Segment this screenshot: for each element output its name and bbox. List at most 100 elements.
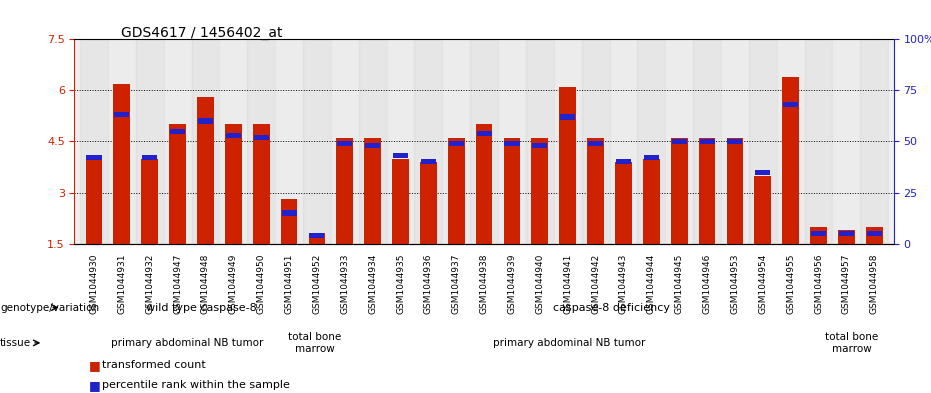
Text: ■: ■ bbox=[88, 378, 101, 392]
Bar bbox=[393, 153, 408, 158]
Bar bbox=[755, 169, 770, 174]
Bar bbox=[280, 199, 297, 244]
Bar bbox=[170, 129, 185, 134]
Bar bbox=[643, 158, 660, 244]
Bar bbox=[337, 141, 352, 146]
Bar bbox=[448, 138, 465, 244]
Bar bbox=[644, 155, 659, 160]
Bar bbox=[253, 125, 270, 244]
Bar bbox=[498, 39, 526, 244]
Bar bbox=[783, 102, 798, 107]
Text: primary abdominal NB tumor: primary abdominal NB tumor bbox=[492, 338, 645, 348]
Bar bbox=[560, 87, 576, 244]
Text: primary abdominal NB tumor: primary abdominal NB tumor bbox=[112, 338, 263, 348]
Text: caspase-8 deficiency: caspase-8 deficiency bbox=[553, 303, 669, 312]
Bar bbox=[225, 125, 242, 244]
Bar bbox=[866, 227, 883, 244]
Text: percentile rank within the sample: percentile rank within the sample bbox=[102, 380, 290, 390]
Text: GDS4617 / 1456402_at: GDS4617 / 1456402_at bbox=[121, 26, 282, 40]
Bar bbox=[776, 39, 804, 244]
Bar bbox=[364, 138, 381, 244]
Bar bbox=[420, 162, 437, 244]
Bar bbox=[303, 39, 331, 244]
Bar bbox=[782, 77, 799, 244]
Bar bbox=[610, 39, 638, 244]
Bar bbox=[414, 39, 442, 244]
Bar bbox=[442, 39, 470, 244]
Bar bbox=[726, 138, 743, 244]
Bar bbox=[638, 39, 666, 244]
Bar bbox=[526, 39, 554, 244]
Bar bbox=[504, 138, 520, 244]
Bar bbox=[582, 39, 610, 244]
Bar bbox=[671, 138, 688, 244]
Bar bbox=[699, 139, 715, 144]
Bar bbox=[392, 158, 409, 244]
Text: wild type caspase-8: wild type caspase-8 bbox=[146, 303, 257, 312]
Bar bbox=[533, 143, 547, 148]
Text: transformed count: transformed count bbox=[102, 360, 206, 371]
Bar bbox=[226, 133, 241, 138]
Bar bbox=[309, 233, 324, 238]
Bar bbox=[358, 39, 386, 244]
Bar bbox=[671, 139, 687, 144]
Bar bbox=[87, 155, 101, 160]
Bar bbox=[749, 39, 776, 244]
Bar bbox=[114, 84, 130, 244]
Bar bbox=[336, 138, 353, 244]
Bar bbox=[331, 39, 358, 244]
Bar bbox=[136, 39, 164, 244]
Bar bbox=[754, 176, 771, 244]
Bar bbox=[588, 141, 603, 146]
Bar bbox=[164, 39, 192, 244]
Bar bbox=[587, 138, 604, 244]
Bar bbox=[832, 39, 860, 244]
Bar bbox=[811, 231, 826, 236]
Bar bbox=[281, 210, 297, 215]
Bar bbox=[386, 39, 414, 244]
Bar bbox=[804, 39, 832, 244]
Bar bbox=[248, 39, 276, 244]
Text: genotype/variation: genotype/variation bbox=[0, 303, 99, 312]
Text: total bone
marrow: total bone marrow bbox=[825, 332, 878, 354]
Bar bbox=[253, 135, 269, 140]
Bar bbox=[693, 39, 721, 244]
Bar bbox=[115, 112, 129, 118]
Bar bbox=[470, 39, 498, 244]
Bar bbox=[616, 159, 631, 164]
Bar bbox=[839, 231, 854, 236]
Bar bbox=[276, 39, 303, 244]
Bar bbox=[169, 125, 186, 244]
Bar bbox=[365, 143, 380, 148]
Bar bbox=[197, 97, 214, 244]
Bar bbox=[554, 39, 582, 244]
Bar bbox=[810, 227, 827, 244]
Bar bbox=[698, 138, 715, 244]
Bar bbox=[86, 158, 102, 244]
Bar bbox=[308, 233, 325, 244]
Bar bbox=[198, 118, 213, 123]
Bar bbox=[142, 155, 157, 160]
Bar bbox=[560, 114, 575, 119]
Bar bbox=[476, 125, 492, 244]
Bar bbox=[108, 39, 136, 244]
Bar bbox=[666, 39, 693, 244]
Text: tissue: tissue bbox=[0, 338, 31, 348]
Bar bbox=[142, 158, 158, 244]
Bar bbox=[449, 141, 464, 146]
Text: ■: ■ bbox=[88, 359, 101, 372]
Bar bbox=[615, 162, 632, 244]
Bar bbox=[220, 39, 248, 244]
Bar bbox=[838, 230, 855, 244]
Bar bbox=[505, 141, 519, 146]
Bar bbox=[477, 131, 492, 136]
Bar bbox=[80, 39, 108, 244]
Bar bbox=[721, 39, 749, 244]
Bar bbox=[727, 139, 742, 144]
Bar bbox=[860, 39, 888, 244]
Bar bbox=[532, 138, 548, 244]
Text: total bone
marrow: total bone marrow bbox=[288, 332, 342, 354]
Bar bbox=[867, 231, 882, 236]
Bar bbox=[192, 39, 220, 244]
Bar bbox=[421, 159, 436, 164]
